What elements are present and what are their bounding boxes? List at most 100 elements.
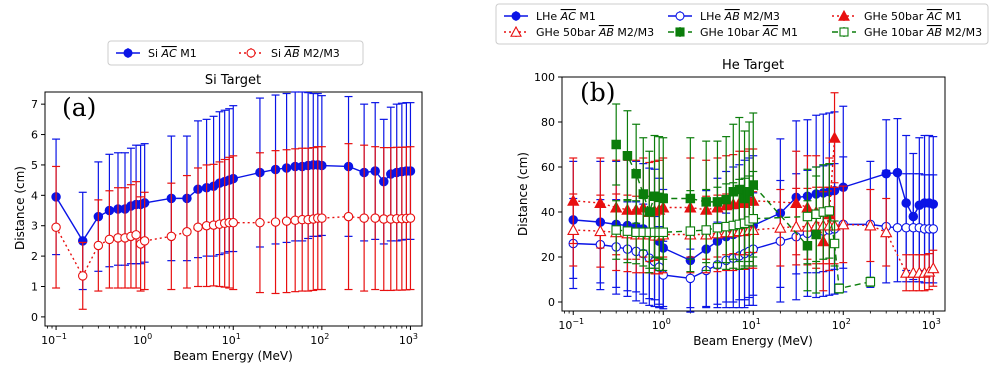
legend-entry-lhe-ac-m1: LHe AC M1 (504, 10, 596, 23)
data-point (166, 231, 177, 242)
axes-frame: 0 1 2 3 4 5 6 7 10−1 100 101 102 103 (31, 91, 423, 347)
legend-marker (246, 48, 256, 58)
data-point (864, 219, 877, 231)
legend-box (107, 40, 364, 66)
legend-entry-ghe-10bar-ac-m1: GHe 10bar AC M1 (668, 26, 798, 39)
legend-label: GHe 10bar AB M2/M3 (864, 26, 982, 39)
data-point (829, 238, 840, 249)
legend-label: Si AC M1 (148, 47, 197, 60)
y-tick-label: 100 (534, 71, 555, 84)
legend-box (495, 3, 989, 45)
data-point (658, 227, 669, 238)
chart-title: Si Target (205, 73, 261, 88)
data-point (370, 213, 380, 223)
data-point (712, 223, 723, 233)
y-tick-label: 5 (31, 159, 38, 172)
data-point (131, 230, 141, 240)
data-point (567, 223, 580, 236)
legend-marker (510, 25, 522, 37)
data-point (701, 225, 711, 235)
legend-label: GHe 50bar AC M1 (864, 10, 962, 23)
legend-label: LHe AC M1 (536, 10, 596, 23)
x-tick-label: 102 (832, 317, 851, 332)
y-tick-label: 60 (541, 161, 555, 174)
legend-entry-lhe-ab-m2-m3: LHe AB M2/M3 (668, 10, 780, 23)
data-point (359, 213, 369, 223)
data-point (631, 169, 641, 179)
y-tick-label: 1 (31, 280, 38, 293)
data-point (892, 223, 903, 233)
series-si-ab-m2-m3 (51, 143, 416, 310)
legend-marker (675, 11, 685, 21)
data-point (594, 224, 607, 237)
x-tick-label: 101 (222, 332, 241, 347)
y-tick-label: 7 (31, 98, 38, 111)
y-axis-label: Distance (cm) (516, 152, 530, 236)
legend-entry-si-ac-m1: Si AC M1 (116, 47, 197, 60)
x-tick-label: 102 (310, 332, 329, 347)
chart-title: He Target (722, 58, 784, 73)
data-point (270, 217, 281, 227)
series-ghe-10bar-ab-m2-m3 (611, 163, 876, 294)
chart-he-target: He Target (b) Distance (cm) Beam Energy … (495, 3, 989, 348)
y-tick-label: 40 (541, 206, 555, 219)
data-point (824, 206, 835, 216)
data-point (748, 214, 759, 224)
x-tick-label: 100 (133, 332, 152, 347)
data-point (281, 216, 292, 226)
legend-entry-si-ab-m2-m3: Si AB M2/M3 (239, 47, 340, 60)
data-point (255, 217, 265, 228)
data-point (685, 226, 696, 236)
data-point (343, 211, 354, 222)
axes-frame: 0 20 40 60 80 100 10−1 100 101 102 103 (534, 71, 946, 332)
data-point (611, 225, 621, 235)
chart-si-target: Si Target (a) Distance (cm) Beam Energy … (13, 40, 423, 363)
x-tick-label: 10−1 (41, 332, 67, 347)
legend-label: GHe 50bar AB M2/M3 (536, 26, 654, 39)
data-point (790, 220, 803, 232)
data-point (880, 225, 893, 238)
x-axis-label: Beam Energy (MeV) (693, 334, 813, 348)
data-point (622, 151, 633, 161)
x-tick-label: 103 (399, 332, 418, 347)
data-point (837, 217, 850, 230)
legend-marker (675, 27, 685, 37)
legend-label: LHe AB M2/M3 (700, 10, 780, 23)
data-point (104, 234, 115, 245)
y-tick-label: 4 (31, 189, 38, 202)
legend-entry-ghe-50bar-ac-m1: GHe 50bar AC M1 (832, 9, 962, 23)
legend-marker (123, 48, 133, 58)
data-point (193, 222, 203, 232)
y-tick-label: 6 (31, 129, 38, 142)
legend-entry-ghe-50bar-ab-m2-m3: GHe 50bar AB M2/M3 (504, 25, 654, 39)
legend-marker (838, 9, 850, 21)
data-point (622, 226, 633, 236)
data-point (228, 217, 239, 228)
data-point (317, 213, 327, 223)
data-point (182, 227, 192, 237)
x-tick-label: 100 (652, 317, 671, 332)
x-tick-label: 103 (922, 317, 941, 332)
legend-label: GHe 10bar AC M1 (700, 26, 798, 39)
data-point (611, 139, 621, 150)
data-point (139, 236, 150, 246)
data-point (774, 221, 787, 233)
legend-marker (839, 27, 849, 37)
legend-entry-ghe-10bar-ab-m2-m3: GHe 10bar AB M2/M3 (832, 26, 982, 39)
panel-label: (a) (62, 93, 96, 122)
data-point (828, 131, 841, 143)
data-point (51, 222, 61, 232)
y-tick-label: 0 (548, 296, 555, 309)
data-point (802, 211, 813, 222)
legend: Si AC M1 Si AB M2/M3 (107, 40, 364, 66)
data-point (685, 273, 696, 284)
data-point (405, 213, 416, 223)
legend-label: Si AB M2/M3 (271, 47, 340, 60)
data-point (93, 240, 104, 251)
y-tick-label: 0 (31, 311, 38, 324)
y-tick-label: 3 (31, 220, 38, 233)
y-tick-label: 80 (541, 116, 555, 129)
data-point (927, 261, 940, 274)
series-ghe-50bar-ac-m1 (567, 92, 841, 292)
